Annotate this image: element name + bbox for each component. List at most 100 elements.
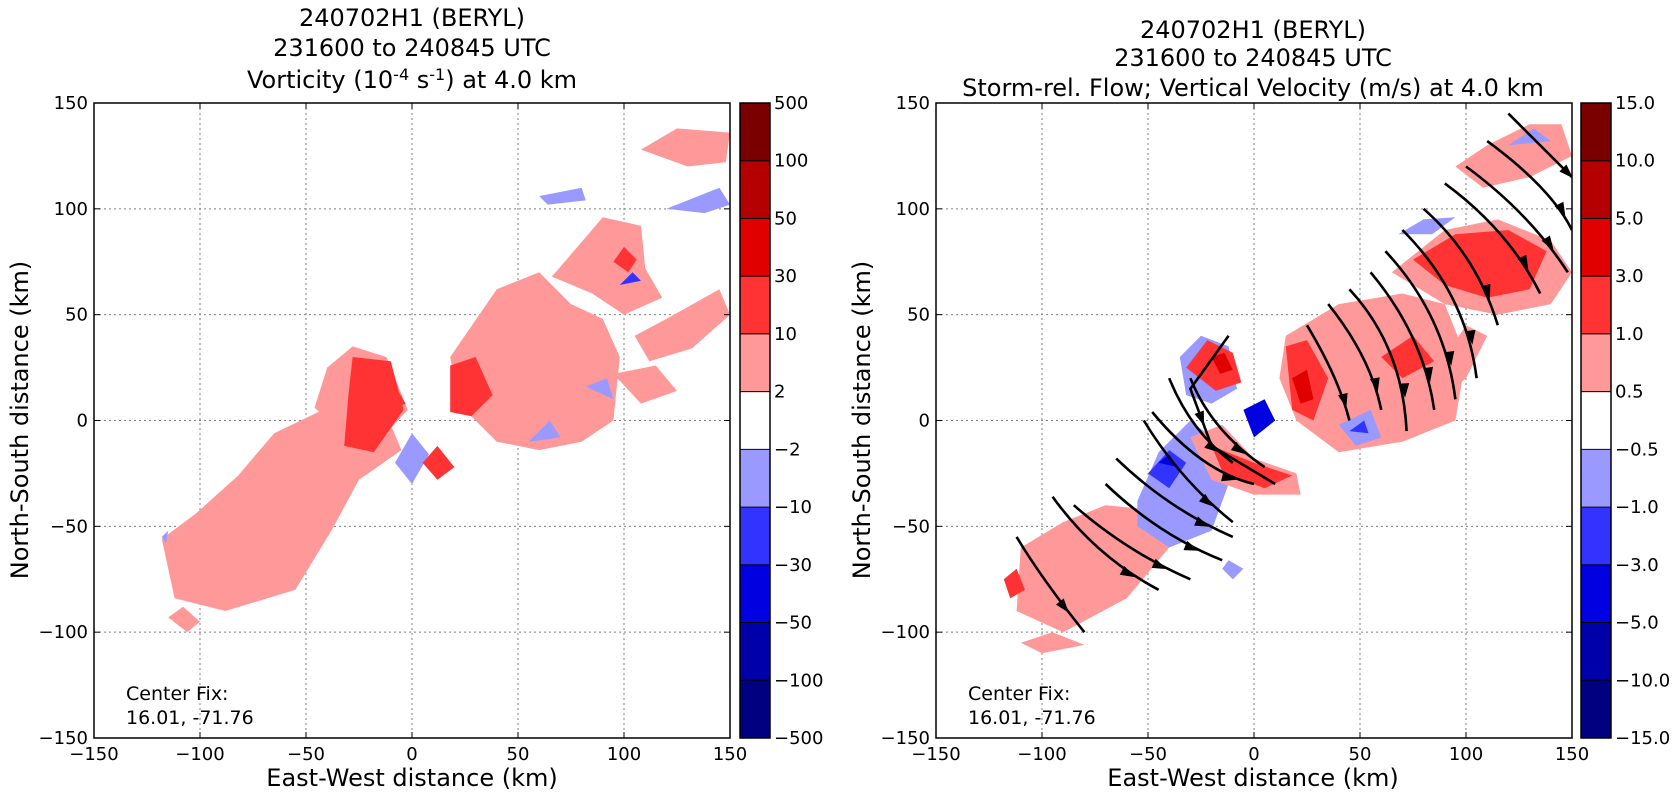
streamline xyxy=(1348,288,1408,432)
y-tick-label: 50 xyxy=(65,305,88,326)
vorticity-colorbar: −500 −100 −50 −30 −10 −2 2 10 30 50 100 500 xyxy=(739,93,823,749)
positive-contour xyxy=(1016,505,1170,633)
vertical-velocity-colorbar: −15.0 −10.0 −5.0 −3.0 −1.0 −0.5 0.5 1.0 3.0 5.0 10… xyxy=(1580,93,1670,749)
colorbar-tick-label: −5.0 xyxy=(1615,613,1659,634)
y-tick-label: 150 xyxy=(54,93,88,114)
positive-contour xyxy=(1003,568,1025,599)
streamline xyxy=(1384,250,1457,400)
streamline-arrow xyxy=(1119,566,1135,578)
streamline xyxy=(1189,377,1266,469)
x-axis-label: East-West distance (km) xyxy=(1107,764,1398,792)
positive-contour xyxy=(1279,293,1466,453)
colorbar-tick-label: −15.0 xyxy=(1615,728,1670,749)
y-axis-ticks: −150 −100 −50 0 50 100 150 xyxy=(881,93,1572,749)
streamline xyxy=(1444,182,1542,295)
streamline xyxy=(1167,377,1234,464)
colorbar-tick-label: −0.5 xyxy=(1615,439,1659,460)
streamline xyxy=(1369,271,1436,411)
streamline-arrow xyxy=(1517,254,1529,270)
colorbar-tick-label: 5.0 xyxy=(1615,209,1644,230)
negative-contour xyxy=(1148,450,1187,489)
colorbar-swatch xyxy=(740,103,770,162)
vertical-velocity-contours xyxy=(1003,124,1572,654)
streamline-arrow xyxy=(1199,493,1214,507)
negative-contour xyxy=(1349,420,1369,434)
negative-contour xyxy=(1398,217,1456,235)
colorbar-swatch xyxy=(740,391,770,450)
streamline-arrow xyxy=(1423,366,1433,382)
y-tick-label: −100 xyxy=(881,622,930,643)
positive-contour xyxy=(168,606,200,633)
y-tick-label: 150 xyxy=(896,93,930,114)
colorbar-tick-label: 1.0 xyxy=(1615,324,1644,345)
streamline xyxy=(1151,411,1255,486)
colorbar-tick-label: −100 xyxy=(774,670,823,691)
colorbar-tick-label: 100 xyxy=(774,151,808,172)
center-fix-label: Center Fix: xyxy=(968,683,1070,705)
colorbar-swatch xyxy=(1581,680,1611,739)
negative-contour xyxy=(539,187,586,205)
streamline-arrow xyxy=(1370,377,1380,393)
colorbar-tick-label: −2 xyxy=(774,439,801,460)
y-axis-label: North-South distance (km) xyxy=(6,261,34,580)
colorbar-swatch xyxy=(1581,507,1611,566)
streamline-arrow xyxy=(1541,235,1554,251)
panel-title: 240702H1 (BERYL) 231600 to 240845 UTC Vo… xyxy=(247,4,577,94)
x-tick-label: 50 xyxy=(507,744,530,765)
colorbar-swatch xyxy=(740,680,770,739)
positive-contour xyxy=(1186,340,1242,391)
positive-contour xyxy=(641,128,730,167)
positive-contour xyxy=(373,378,406,412)
negative-contour xyxy=(395,433,429,484)
streamline xyxy=(1305,324,1351,421)
x-axis-label: East-West distance (km) xyxy=(266,764,557,792)
positive-contour xyxy=(422,445,455,480)
negative-contour xyxy=(1508,128,1551,146)
y-tick-label: 50 xyxy=(907,305,930,326)
colorbar-swatch xyxy=(1581,391,1611,450)
colorbar-swatch xyxy=(740,160,770,219)
streamline xyxy=(1072,504,1191,581)
positive-contour xyxy=(259,431,306,474)
streamline xyxy=(1422,207,1500,326)
streamline xyxy=(1142,419,1234,524)
panel-title: 240702H1 (BERYL) 231600 to 240845 UTC St… xyxy=(962,16,1544,102)
x-tick-label: −150 xyxy=(69,744,118,765)
streamline-arrow xyxy=(1338,392,1348,409)
x-tick-label: 100 xyxy=(607,744,641,765)
x-tick-label: −50 xyxy=(287,744,325,765)
colorbar-tick-label: 15.0 xyxy=(1615,93,1655,114)
colorbar-tick-label: 2 xyxy=(774,382,785,403)
y-tick-label: −150 xyxy=(39,728,88,749)
streamline-arrow xyxy=(1480,283,1491,299)
colorbar-tick-label: −3.0 xyxy=(1615,555,1659,576)
x-axis-ticks: −150 −100 −50 0 50 100 150 xyxy=(69,103,747,765)
colorbar-swatch xyxy=(740,564,770,624)
y-tick-label: −100 xyxy=(39,622,88,643)
x-tick-label: −50 xyxy=(1129,744,1167,765)
colorbar-swatch xyxy=(740,218,770,277)
colorbar-tick-label: −500 xyxy=(774,728,823,749)
title-line-1: 240702H1 (BERYL) xyxy=(299,4,525,32)
center-fix-annotation: Center Fix: 16.01, -71.76 xyxy=(126,683,254,729)
streamline xyxy=(1327,303,1383,411)
title-line-2: 231600 to 240845 UTC xyxy=(273,34,551,62)
title-line-3: Storm-rel. Flow; Vertical Velocity (m/s)… xyxy=(962,74,1544,102)
center-fix-coords: 16.01, -71.76 xyxy=(968,707,1096,729)
colorbar-tick-label: −30 xyxy=(774,555,812,576)
positive-contour xyxy=(551,217,663,315)
positive-contour xyxy=(613,365,677,404)
streamline-arrow xyxy=(1056,598,1069,613)
colorbar-swatch xyxy=(740,333,770,393)
colorbar-tick-label: 500 xyxy=(774,93,808,114)
colorbar-swatch xyxy=(1581,622,1611,681)
streamline-arrow xyxy=(1194,516,1210,527)
y-tick-label: −50 xyxy=(50,516,88,537)
negative-contour xyxy=(619,272,641,285)
colorbar-tick-label: −1.0 xyxy=(1615,497,1659,518)
grid xyxy=(936,103,1572,738)
negative-contour xyxy=(528,420,561,442)
storm-relative-streamlines xyxy=(1015,112,1572,634)
colorbar-swatch xyxy=(1581,564,1611,624)
